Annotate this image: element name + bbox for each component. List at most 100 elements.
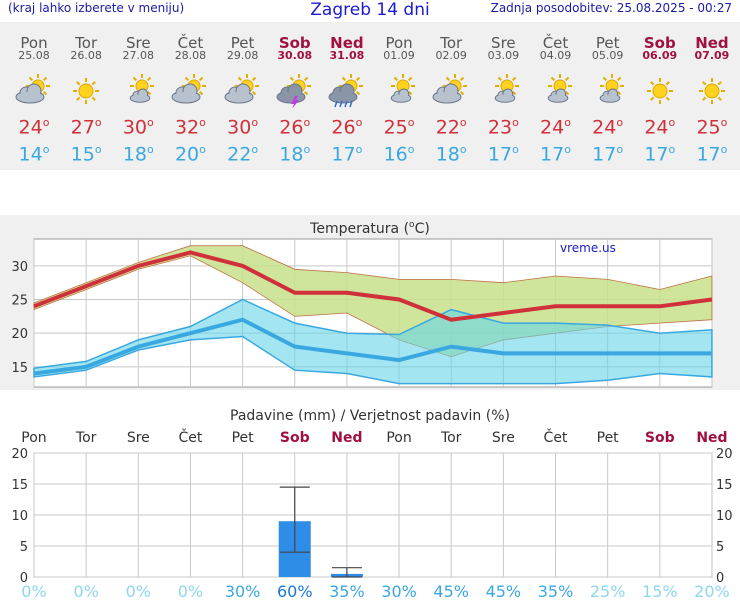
- x-tick-label: Čet: [179, 428, 203, 446]
- day-column: Čet 28.08 32o 20o: [164, 22, 216, 170]
- day-column: Sre 03.09 23o 17o: [477, 22, 529, 170]
- day-name: Sob: [643, 34, 676, 52]
- y-tick-label-right: 20: [716, 447, 733, 462]
- x-tick-label: Čet: [544, 428, 568, 446]
- chart-title-part: Temperatura (: [309, 221, 409, 237]
- day-name: Ned: [695, 34, 729, 52]
- min-temp: 17o: [540, 143, 571, 166]
- sun-small-cloud-icon: [373, 74, 425, 108]
- sun-icon: [686, 74, 738, 108]
- location-hint-link[interactable]: (kraj lahko izberete v meniju): [8, 1, 185, 15]
- x-tick-label: Sob: [645, 430, 675, 446]
- day-name: Pet: [595, 34, 620, 52]
- temperature-chart: 15 20 25 30 Temperatura (oC) vreme.us: [0, 215, 740, 390]
- watermark: vreme.us: [560, 241, 616, 255]
- max-temp: 24o: [540, 116, 571, 139]
- min-temp: 18o: [435, 143, 467, 166]
- day-date: 05.09: [591, 49, 624, 62]
- max-temp: 30o: [227, 116, 259, 139]
- sun-small-cloud-icon: [477, 74, 529, 108]
- min-temp: 14o: [18, 143, 50, 166]
- min-temp: 15o: [70, 143, 102, 166]
- day-name: Pon: [385, 34, 413, 52]
- chart-title: Padavine (mm) / Verjetnost padavin (%): [230, 408, 510, 424]
- chart-title-part: C): [415, 221, 430, 237]
- probability-label: 25%: [590, 582, 626, 600]
- precipitation-chart: Pon Tor Sre Čet Pet Sob Ned Pon Tor Sre Čet Pet Sob N…: [11, 408, 733, 600]
- x-tick-label: Tor: [440, 430, 462, 446]
- y-tick-label-right: 15: [716, 478, 733, 493]
- sun-cloud-icon: [425, 74, 477, 108]
- x-tick-label: Pon: [21, 430, 46, 446]
- day-date: 30.08: [277, 49, 313, 62]
- sun-small-cloud-icon: [530, 74, 582, 108]
- day-column: Tor 26.08 27o 15o: [60, 22, 112, 170]
- day-date: 25.08: [18, 49, 50, 62]
- max-temp: 24o: [18, 116, 50, 139]
- min-temp: 18o: [279, 143, 311, 166]
- day-name: Tor: [440, 34, 463, 52]
- day-date: 06.09: [642, 49, 678, 62]
- day-name: Ned: [330, 34, 364, 52]
- probability-label: 35%: [329, 582, 365, 600]
- day-column: Pon 01.09 25o 16o: [373, 22, 425, 170]
- day-date: 28.08: [174, 49, 207, 62]
- day-name: Pet: [230, 34, 255, 52]
- probability-label: 60%: [277, 582, 313, 600]
- day-column: Ned 07.09 25o 17o: [686, 22, 738, 170]
- probability-label: 0%: [21, 582, 46, 600]
- day-name: Sre: [126, 34, 151, 52]
- probability-label: 15%: [642, 582, 678, 600]
- y-tick-label: 0: [20, 571, 28, 586]
- day-column: Pon 25.08 24o 14o: [8, 22, 60, 170]
- min-temp: 20o: [174, 143, 206, 166]
- probability-label: 20%: [694, 582, 730, 600]
- y-tick-label-right: 5: [716, 540, 724, 555]
- y-tick-label: 20: [11, 327, 28, 342]
- y-tick-label-right: 0: [716, 571, 724, 586]
- min-temp: 17o: [696, 143, 728, 166]
- sun-icon: [634, 74, 686, 108]
- min-temp: 18o: [122, 143, 154, 166]
- day-column: Ned 31.08 26o 17o: [321, 22, 373, 170]
- day-name: Čet: [542, 34, 569, 52]
- max-temp: 25o: [383, 116, 415, 139]
- day-name: Pon: [20, 34, 48, 52]
- y-tick-label: 25: [11, 294, 28, 309]
- y-tick-label: 5: [20, 540, 28, 555]
- last-update-text: Zadnja posodobitev: 25.08.2025 - 00:27: [490, 1, 732, 15]
- probability-label: 35%: [538, 582, 574, 600]
- sun-cloud-icon: [217, 74, 269, 108]
- day-date: 01.09: [383, 49, 415, 62]
- max-temp: 22o: [435, 116, 467, 139]
- y-tick-label: 20: [11, 447, 28, 462]
- min-temp: 17o: [644, 143, 676, 166]
- day-name: Tor: [75, 34, 98, 52]
- y-tick-label: 10: [11, 509, 28, 524]
- y-tick-label-right: 10: [716, 509, 733, 524]
- y-tick-label: 15: [11, 478, 28, 493]
- day-column: Čet 04.09 24o 17o: [530, 22, 582, 170]
- probability-label: 0%: [73, 582, 98, 600]
- sun-cloud-icon: [164, 74, 216, 108]
- day-date: 07.09: [694, 49, 730, 62]
- x-tick-label: Ned: [331, 430, 362, 446]
- max-temp: 27o: [70, 116, 102, 139]
- day-date: 29.08: [226, 49, 259, 62]
- y-tick-label: 30: [11, 260, 28, 275]
- day-date: 03.09: [487, 49, 520, 62]
- max-temp: 23o: [487, 116, 519, 139]
- day-date: 02.09: [435, 49, 467, 62]
- chart-title-degree: o: [409, 220, 415, 230]
- y-tick-label: 15: [11, 361, 28, 376]
- max-temp: 24o: [644, 116, 676, 139]
- daily-forecast-panel: Pon 25.08 24o 14o Tor 26.08 27o 15o Sre 27.08 30o 1…: [0, 22, 740, 170]
- min-temp-range: [33, 298, 713, 385]
- max-temp: 25o: [696, 116, 728, 139]
- x-tick-label: Ned: [696, 430, 727, 446]
- min-temp: 17o: [487, 143, 519, 166]
- day-column: Pet 29.08 30o 22o: [217, 22, 269, 170]
- day-name: Čet: [177, 34, 204, 52]
- day-column: Sob 30.08 26o 18o: [269, 22, 321, 170]
- day-name: Sob: [278, 34, 311, 52]
